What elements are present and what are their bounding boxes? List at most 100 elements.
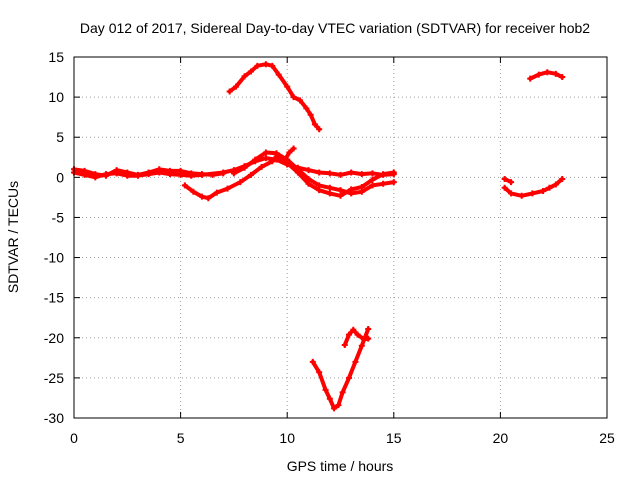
- x-tick-label: 20: [493, 430, 509, 446]
- data-point: [254, 62, 261, 69]
- data-point: [247, 171, 254, 178]
- plot-frame: [73, 56, 608, 419]
- data-point: [286, 149, 293, 156]
- data-point: [145, 171, 152, 178]
- y-tick-label: 5: [56, 129, 64, 145]
- series-track-8: [341, 326, 372, 348]
- data-point: [348, 169, 355, 176]
- data-point: [294, 169, 301, 176]
- tick-marks: [73, 56, 608, 419]
- data-point: [181, 182, 188, 189]
- data-point: [241, 73, 248, 80]
- data-point: [198, 171, 205, 178]
- data-point: [335, 402, 342, 409]
- x-tick-label: 10: [279, 430, 295, 446]
- data-point: [369, 170, 376, 177]
- data-point: [365, 325, 372, 332]
- data-point: [233, 83, 240, 90]
- data-point: [224, 185, 231, 192]
- chart-title: Day 012 of 2017, Sidereal Day-to-day VTE…: [80, 20, 590, 36]
- y-axis-label: SDTVAR / TECUs: [5, 181, 21, 293]
- x-tick-label: 5: [177, 430, 185, 446]
- series-track-10: [501, 175, 566, 199]
- data-point: [309, 358, 316, 365]
- data-point: [322, 386, 329, 393]
- data-point: [303, 105, 310, 112]
- data-point: [337, 187, 344, 194]
- data-point: [508, 179, 515, 186]
- data-point: [305, 167, 312, 174]
- data-point: [307, 111, 314, 118]
- data-point: [296, 97, 303, 104]
- series-track-2: [71, 155, 397, 181]
- y-tick-label: -10: [44, 250, 64, 266]
- data-point: [529, 190, 536, 197]
- data-point: [559, 175, 566, 182]
- series-track-9: [501, 175, 515, 186]
- data-point: [92, 174, 99, 181]
- data-point: [544, 69, 551, 76]
- data-point: [237, 179, 244, 186]
- data-point: [341, 341, 348, 348]
- data-point: [518, 192, 525, 199]
- data-point: [213, 189, 220, 196]
- data-point: [269, 158, 276, 165]
- x-tick-label: 15: [386, 430, 402, 446]
- series-track-6: [226, 61, 323, 133]
- y-tick-label: -15: [44, 290, 64, 306]
- data-point: [284, 83, 291, 90]
- data-point: [188, 172, 195, 179]
- data-point: [241, 164, 248, 171]
- data-point: [346, 331, 353, 338]
- data-point: [305, 180, 312, 187]
- data-point: [198, 193, 205, 200]
- data-point: [252, 156, 259, 163]
- data-point: [350, 326, 357, 333]
- data-point: [316, 187, 323, 194]
- x-tick-label: 25: [599, 430, 615, 446]
- data-point: [262, 61, 269, 68]
- data-point: [262, 149, 269, 156]
- data-point: [540, 187, 547, 194]
- data-point: [316, 126, 323, 133]
- data-point: [501, 184, 508, 191]
- y-tick-label: -5: [52, 209, 65, 225]
- data-point: [290, 94, 297, 101]
- data-point: [390, 179, 397, 186]
- series-track-7: [309, 325, 372, 412]
- x-tick-label: 0: [70, 430, 78, 446]
- data-point: [337, 192, 344, 199]
- data-point: [156, 169, 163, 176]
- data-point: [205, 195, 212, 202]
- data-point: [508, 190, 515, 197]
- data-point: [311, 121, 318, 128]
- series-track-11: [527, 69, 566, 82]
- data-point: [365, 335, 372, 342]
- data-point: [269, 62, 276, 69]
- data-point: [337, 171, 344, 178]
- data-point: [527, 75, 534, 82]
- series-line: [231, 150, 396, 196]
- data-point: [326, 190, 333, 197]
- data-point: [339, 389, 346, 396]
- data-point: [273, 153, 280, 160]
- data-point: [352, 358, 359, 365]
- data-point: [369, 182, 376, 189]
- data-point: [380, 180, 387, 187]
- data-point: [177, 171, 184, 178]
- grid-lines: [74, 57, 607, 418]
- data-point: [326, 184, 333, 191]
- y-tick-labels: 15 10 5 0 -5 -10 -15 -20 -25 -30: [44, 49, 64, 426]
- x-tick-labels: 0 5 10 15 20 25: [70, 430, 615, 446]
- data-point: [124, 172, 131, 179]
- data-point: [501, 175, 508, 182]
- data-point: [284, 159, 291, 166]
- series-track-5: [273, 153, 397, 199]
- data-point: [275, 71, 282, 78]
- data-point: [220, 169, 227, 176]
- data-point: [134, 172, 141, 179]
- y-tick-label: 15: [48, 49, 64, 65]
- data-point: [230, 170, 237, 177]
- data-point: [552, 181, 559, 188]
